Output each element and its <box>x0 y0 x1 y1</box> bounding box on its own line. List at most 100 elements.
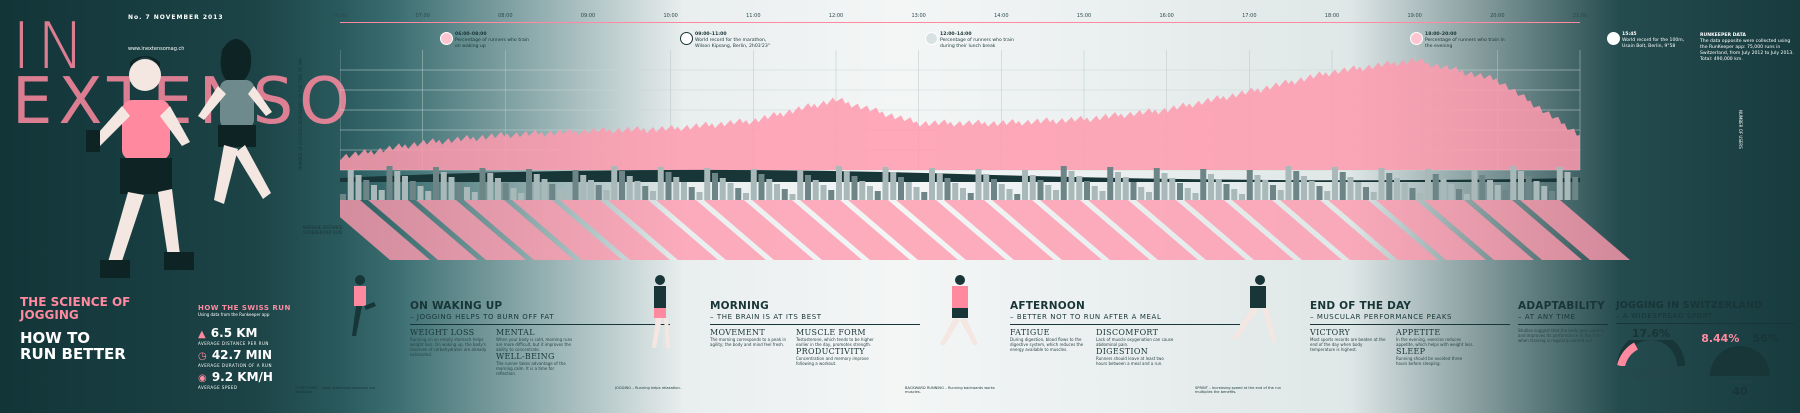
skyline-building <box>797 170 804 200</box>
skyline-building <box>1363 187 1369 200</box>
skyline-building <box>898 177 904 200</box>
skyline-building <box>1022 170 1028 200</box>
skyline-building <box>1479 175 1486 200</box>
col-heading: WEIGHT LOSS <box>410 328 475 337</box>
skyline-building <box>913 187 920 200</box>
hour-label: 10:00 <box>663 13 678 19</box>
skyline-building <box>1572 177 1579 200</box>
skyline-building <box>456 182 463 200</box>
skyline-building <box>1425 169 1431 200</box>
col-text: Lack of muscle oxygenation can cause abd… <box>1096 337 1174 347</box>
distance-stripe <box>608 200 718 260</box>
skyline-building <box>1432 174 1439 200</box>
skyline-building <box>944 178 951 200</box>
col-heading: DISCOMFORT <box>1096 328 1159 337</box>
hour-label: 13:00 <box>911 13 926 19</box>
skyline-building <box>781 189 788 200</box>
age-value: 40 <box>1732 385 1748 398</box>
hour-label: 07:00 <box>415 13 430 19</box>
skyline-building <box>495 178 501 200</box>
skyline-building <box>812 180 819 200</box>
skyline-building <box>1161 173 1168 200</box>
col-heading: MOVEMENT <box>710 328 765 337</box>
skyline-building <box>1215 179 1222 200</box>
hour-label: 21:00 <box>1572 13 1588 19</box>
caption-sprint: SPRINT – Increasing speed at the end of … <box>1195 386 1282 395</box>
distance-stripe <box>992 200 1102 260</box>
skyline-building <box>502 183 509 200</box>
stat-duration-value: 42.7 MIN <box>211 348 273 362</box>
event-dot-icon <box>440 32 453 45</box>
distance-icon: ▲ <box>198 329 206 340</box>
section-switzerland: JOGGING IN SWITZERLAND – A WIDESPREAD SP… <box>1616 300 1796 398</box>
event-text: Percentage of runners who train during t… <box>940 38 1015 49</box>
section-subheading: – MUSCULAR PERFORMANCE PEAKS <box>1310 313 1453 321</box>
right-axis-label: NUMBER OF USERS <box>1738 110 1743 149</box>
col-text: Studies suggest that the body gets used … <box>1518 328 1605 343</box>
distance-stripe <box>416 200 526 260</box>
distance-stripe <box>368 200 478 260</box>
distance-stripe <box>464 200 574 260</box>
hour-label: 20:00 <box>1490 13 1505 19</box>
skyline-building <box>704 168 711 200</box>
stat-speed-label: AVERAGE SPEED <box>198 385 238 390</box>
skyline-building <box>719 178 726 200</box>
skyline-building <box>1053 190 1059 200</box>
skyline-building <box>1417 193 1424 200</box>
skyline-building <box>967 193 974 200</box>
col-text: The morning corresponds to a peak in agi… <box>710 337 787 347</box>
skyline-building <box>750 169 757 200</box>
distance-stripe <box>848 200 958 260</box>
event-waking: 06:00–08:00 Percentage of runners who tr… <box>440 32 535 50</box>
skyline-building <box>650 191 656 200</box>
skyline-building <box>355 175 362 200</box>
event-marathon: 09:00–11:00 World record for the maratho… <box>680 32 775 50</box>
distance-stripe <box>1424 200 1534 260</box>
col-text: The runner takes advantage of the mornin… <box>496 361 566 376</box>
skyline-building <box>758 174 765 200</box>
section-subheading: – JOGGING HELPS TO BURN OFF FAT <box>410 313 555 321</box>
cover-science-title: THE SCIENCE OF JOGGING <box>20 295 131 322</box>
jogging-figure <box>652 275 670 348</box>
event-dot-icon <box>1410 32 1423 45</box>
event-evening: 18:00–20:00 Percentage of runners who tr… <box>1410 32 1505 50</box>
skyline-building <box>433 167 439 200</box>
skyline-building <box>1006 189 1013 200</box>
left-axis-label: NUMBER OF JOGGERS DEPENDING ON THE TIME … <box>298 57 303 170</box>
skyline-building <box>1324 191 1331 200</box>
skyline-building <box>1355 182 1362 200</box>
section-waking: ON WAKING UP – JOGGING HELPS TO BURN OFF… <box>410 300 670 376</box>
skyline-building <box>1456 189 1462 200</box>
hour-label: 17:00 <box>1242 13 1257 19</box>
skyline-building <box>936 173 943 200</box>
skyline-building <box>1370 192 1377 200</box>
skyline-building <box>1409 188 1416 200</box>
skyline-building <box>921 192 928 200</box>
skyline-building <box>533 174 540 200</box>
age-gauge-icon <box>1710 346 1770 376</box>
section-afternoon: AFTERNOON – BETTER NOT TO RUN AFTER A ME… <box>1010 300 1240 366</box>
skyline-building <box>1037 180 1044 200</box>
distance-stripe <box>1280 200 1390 260</box>
stat-duration: ◷ 42.7 MIN AVERAGE DURATION OF A RUN <box>198 344 272 368</box>
skyline-building <box>1378 168 1385 200</box>
col-heading: WELL-BEING <box>496 352 555 361</box>
skyline-building <box>681 182 687 200</box>
skyline-building <box>735 188 742 200</box>
distance-stripe <box>1232 200 1342 260</box>
skyline-building <box>603 190 610 200</box>
skyline-building <box>1518 171 1524 200</box>
hour-label: 19:00 <box>1407 13 1422 19</box>
runners-illustration <box>86 39 272 278</box>
skyline-building <box>1076 176 1083 200</box>
age-label: AVERAGE AGE <box>1727 380 1753 384</box>
brand-title-in: IN <box>12 10 91 84</box>
distance-stripes <box>340 200 1630 260</box>
section-morning: MORNING – THE BRAIN IS AT ITS BEST MOVEM… <box>710 300 920 366</box>
skyline-building <box>665 172 672 200</box>
skyline-building <box>1339 172 1346 200</box>
population-gauge-icon <box>1617 332 1685 368</box>
skyline-building <box>1115 172 1121 200</box>
distance-stripe <box>752 200 862 260</box>
